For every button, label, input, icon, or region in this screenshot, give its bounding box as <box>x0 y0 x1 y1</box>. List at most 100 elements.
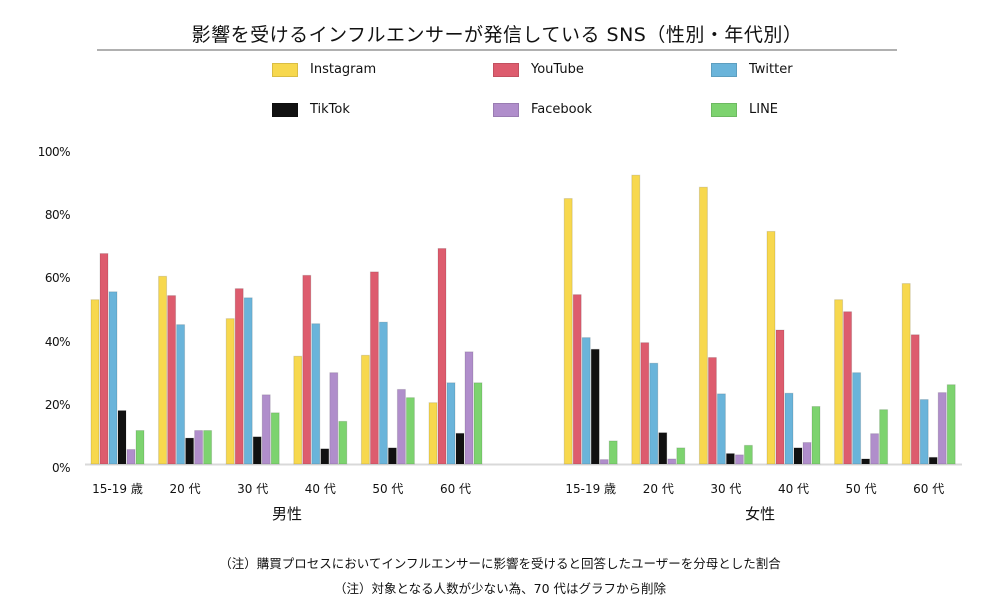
bar-female-40--facebook <box>802 442 812 465</box>
legend-item-youtube: YouTube <box>493 62 584 77</box>
bar-male-60--twitter <box>446 382 456 465</box>
bar-male-15-19--facebook <box>126 448 136 465</box>
bar-female-30--line <box>743 444 753 465</box>
bar-female-30--facebook <box>734 454 744 465</box>
legend-swatch <box>711 62 737 77</box>
legend-label: Twitter <box>749 62 793 77</box>
bar-female-50--twitter <box>852 372 862 465</box>
bar-female-20--twitter <box>649 362 659 465</box>
bar-male-30--twitter <box>243 297 253 465</box>
y-tick-label: 100% <box>37 145 71 159</box>
bar-female-30--tiktok <box>725 453 735 465</box>
x-tick-label: 15-19 歳 <box>565 482 617 496</box>
bar-male-60--tiktok <box>455 432 465 465</box>
legend-swatch <box>272 62 298 77</box>
y-tick-label: 80% <box>44 208 71 223</box>
bar-male-60--youtube <box>437 247 447 465</box>
bar-female-40--twitter <box>784 392 794 465</box>
bar-female-60--line <box>946 384 956 465</box>
x-tick-label: 40 代 <box>304 482 336 496</box>
bar-male-40--facebook <box>329 372 339 465</box>
y-tick-label: 0% <box>51 461 71 475</box>
legend-swatch <box>711 102 737 117</box>
group-label-male: 男性 <box>271 505 302 523</box>
bar-female-60--instagram <box>901 283 911 465</box>
bar-male-50--instagram <box>360 354 370 465</box>
bar-male-15-19--tiktok <box>117 410 127 465</box>
footnote-2: （注）対象となる人数が少ない為、70 代はグラフから削除 <box>333 581 666 596</box>
legend-label: YouTube <box>531 62 584 77</box>
bar-female-50--instagram <box>834 299 844 465</box>
bar-male-40--line <box>338 420 348 465</box>
bar-female-40--instagram <box>766 230 776 465</box>
bar-female-60--youtube <box>910 334 920 465</box>
bar-male-30--tiktok <box>252 436 262 465</box>
bar-female-15-19--youtube <box>572 294 582 465</box>
bar-male-20--twitter <box>176 324 186 465</box>
bar-female-20--instagram <box>631 174 641 465</box>
y-tick-label: 20% <box>44 397 71 412</box>
legend-swatch <box>493 102 519 117</box>
legend-label: Instagram <box>310 62 377 77</box>
bar-female-30--twitter <box>716 393 726 465</box>
legend-label: Facebook <box>531 102 593 117</box>
bar-female-40--youtube <box>775 329 785 465</box>
legend-item-instagram: Instagram <box>272 62 376 77</box>
x-tick-label: 15-19 歳 <box>92 482 143 496</box>
bar-male-20--youtube <box>167 295 177 465</box>
legend-label: TikTok <box>310 102 350 117</box>
x-tick-label: 50 代 <box>845 482 877 496</box>
bar-male-60--line <box>473 382 483 465</box>
x-tick-label: 30 代 <box>710 482 742 496</box>
legend-item-line: LINE <box>711 102 778 117</box>
x-tick-label: 20 代 <box>169 482 201 496</box>
bar-female-20--youtube <box>640 342 650 465</box>
bar-female-15-19--line <box>608 440 618 465</box>
bar-female-60--twitter <box>919 399 929 465</box>
chart-title: 影響を受けるインフルエンサーが発信している SNS（性別・年代別） <box>191 24 803 46</box>
bar-male-50--facebook <box>396 388 406 465</box>
bar-female-15-19--facebook <box>599 459 609 465</box>
bar-female-50--line <box>879 409 889 465</box>
bar-male-50--tiktok <box>387 447 397 465</box>
bar-female-40--line <box>811 405 821 465</box>
bar-female-20--facebook <box>667 458 677 465</box>
bar-female-60--facebook <box>937 392 947 465</box>
bar-male-40--tiktok <box>320 448 330 465</box>
x-tick-label: 20 代 <box>642 482 674 496</box>
bar-female-30--instagram <box>698 186 708 465</box>
bar-male-20--line <box>203 430 213 465</box>
bar-female-50--tiktok <box>861 458 871 465</box>
bar-male-40--youtube <box>302 274 312 465</box>
x-tick-label: 60 代 <box>913 482 945 496</box>
bar-female-50--youtube <box>843 311 853 465</box>
bar-female-30--youtube <box>707 357 717 465</box>
x-tick-label: 50 代 <box>372 482 404 496</box>
legend-item-tiktok: TikTok <box>272 102 350 117</box>
bar-male-50--line <box>405 397 415 465</box>
y-tick-label: 60% <box>44 271 71 286</box>
bar-male-30--youtube <box>234 288 244 465</box>
bar-male-20--tiktok <box>185 437 195 465</box>
legend-swatch <box>493 62 519 77</box>
bar-female-15-19--twitter <box>581 337 591 465</box>
bar-male-50--twitter <box>378 321 388 465</box>
bar-female-20--tiktok <box>658 432 668 465</box>
bar-female-20--line <box>676 447 686 465</box>
x-tick-label: 40 代 <box>777 482 810 496</box>
bar-male-60--instagram <box>428 402 438 465</box>
bar-male-40--instagram <box>293 355 303 465</box>
legend-swatch <box>272 102 298 117</box>
bar-male-30--instagram <box>225 318 235 465</box>
title-underline <box>97 49 897 51</box>
bar-male-20--facebook <box>194 430 204 465</box>
legend-label: LINE <box>749 102 779 117</box>
bar-female-50--facebook <box>870 433 880 465</box>
bar-male-15-19--youtube <box>99 253 109 465</box>
x-tick-label: 30 代 <box>237 482 269 496</box>
bar-male-60--facebook <box>464 351 474 465</box>
bar-male-15-19--instagram <box>90 299 100 465</box>
bar-female-40--tiktok <box>793 447 803 465</box>
bar-male-30--facebook <box>261 394 271 465</box>
